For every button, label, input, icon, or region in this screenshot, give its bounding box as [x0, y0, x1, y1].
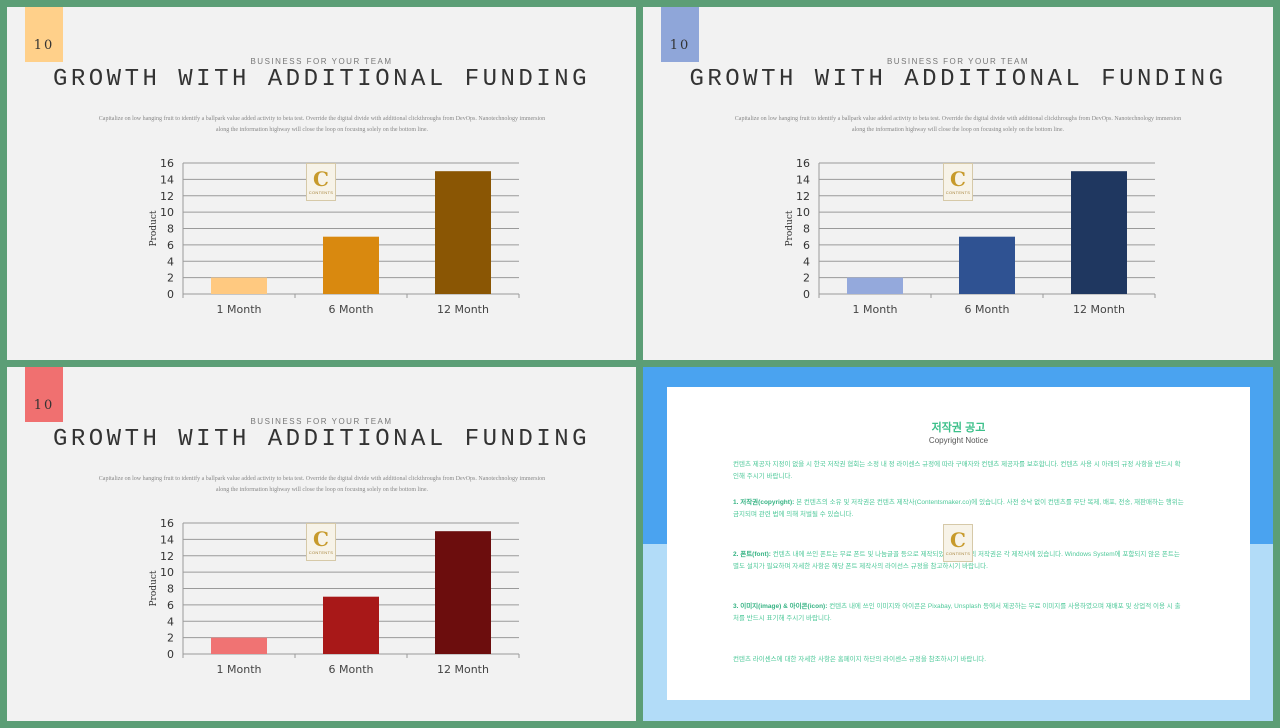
y-tick-label: 14 — [796, 173, 810, 186]
y-tick-label: 2 — [167, 272, 174, 285]
y-tick-label: 8 — [803, 223, 810, 236]
slide-description: Capitalize on low hanging fruit to ident… — [98, 476, 546, 493]
logo-letter: C — [950, 528, 966, 552]
y-tick-label: 16 — [796, 157, 810, 170]
x-tick-label: 12 Month — [1073, 303, 1125, 316]
bar-12-month — [435, 531, 491, 654]
slide-title: GROWTH WITH ADDITIONAL FUNDING — [689, 66, 1227, 93]
y-tick-label: 4 — [167, 615, 174, 628]
bar-chart: 0 2 4 6 8 10 12 14 16 1 Month 6 Month 12 Month Produ… — [149, 157, 520, 316]
bar-chart: 0 2 4 6 8 10 12 14 16 1 Month 6 Month 12 Month Produ… — [785, 157, 1156, 316]
y-tick-label: 12 — [160, 190, 174, 203]
bar-1-month — [211, 637, 267, 654]
y-axis-label: Product — [149, 570, 159, 606]
page-number: 10 — [33, 38, 55, 53]
slide-subtitle: BUSINESS FOR YOUR TEAM — [886, 57, 1030, 66]
bar-1-month — [847, 277, 903, 294]
contents-logo: C CONTENTS — [306, 163, 336, 201]
x-tick-label: 6 Month — [329, 663, 374, 676]
logo-text: CONTENTS — [308, 190, 334, 195]
y-tick-label: 2 — [803, 272, 810, 285]
slide-subtitle: BUSINESS FOR YOUR TEAM — [250, 417, 393, 426]
notice-subtitle: Copyright Notice — [928, 436, 989, 445]
y-tick-label: 6 — [167, 599, 174, 612]
page-number-badge: 10 — [661, 7, 699, 62]
bar-6-month — [959, 236, 1015, 294]
y-tick-label: 6 — [167, 239, 174, 252]
y-tick-label: 0 — [167, 648, 174, 661]
notice-section-copyright: 1. 저작권(copyright): 본 컨텐츠의 소유 및 저작권은 컨텐츠 … — [733, 497, 1185, 521]
contents-logo: C CONTENTS — [943, 524, 973, 562]
section-text: 컨텐츠 내에 쓰인 이미지와 아이콘은 Pixabay, Unsplash 등에… — [733, 603, 1181, 622]
logo-text: CONTENTS — [945, 551, 971, 556]
y-tick-label: 16 — [160, 517, 174, 530]
y-axis-label: Product — [149, 210, 159, 246]
bar-6-month — [323, 596, 379, 654]
contents-logo: C CONTENTS — [943, 163, 973, 201]
x-tick-label: 12 Month — [437, 663, 489, 676]
y-tick-label: 8 — [167, 223, 174, 236]
slide-4-copyright[interactable]: 저작권 공고 Copyright Notice 컨텐츠 제공자 지정이 없을 시… — [643, 367, 1273, 721]
bar-chart: 0 2 4 6 8 10 12 14 16 1 Month 6 Month 12 Month Produ… — [149, 517, 520, 676]
section-label: 3. 이미지(image) & 아이콘(icon): — [733, 603, 828, 610]
slide-2[interactable]: 10 BUSINESS FOR YOUR TEAM GROWTH WITH AD… — [643, 7, 1273, 360]
section-label: 1. 저작권(copyright): — [733, 499, 795, 506]
logo-letter: C — [313, 527, 329, 551]
section-text: 컨텐츠 내에 쓰인 폰트는 무료 폰트 및 나눔글꼴 등으로 제작되었으며 폰트… — [733, 551, 1180, 570]
x-tick-label: 12 Month — [437, 303, 489, 316]
slide-subtitle: BUSINESS FOR YOUR TEAM — [250, 57, 393, 66]
bar-12-month — [435, 171, 491, 294]
slide-3[interactable]: 10 BUSINESS FOR YOUR TEAM GROWTH WITH AD… — [7, 367, 636, 721]
x-tick-label: 1 Month — [217, 663, 262, 676]
notice-title: 저작권 공고 — [931, 422, 986, 434]
section-text: 본 컨텐츠의 소유 및 저작권은 컨텐츠 제작사(Contentsmaker.c… — [733, 499, 1184, 518]
section-label: 2. 폰트(font): — [733, 551, 771, 558]
y-tick-label: 10 — [796, 206, 810, 219]
y-tick-label: 10 — [160, 206, 174, 219]
x-tick-label: 1 Month — [217, 303, 262, 316]
page-number-badge: 10 — [25, 7, 63, 62]
y-tick-label: 16 — [160, 157, 174, 170]
slide-title: GROWTH WITH ADDITIONAL FUNDING — [52, 66, 591, 93]
slide-1[interactable]: 10 BUSINESS FOR YOUR TEAM GROWTH WITH AD… — [7, 7, 636, 360]
y-tick-label: 0 — [167, 288, 174, 301]
y-tick-label: 4 — [167, 255, 174, 268]
logo-letter: C — [950, 167, 966, 191]
logo-letter: C — [313, 167, 329, 191]
x-tick-label: 1 Month — [853, 303, 898, 316]
page-number: 10 — [33, 398, 55, 413]
x-tick-label: 6 Month — [329, 303, 374, 316]
y-tick-label: 4 — [803, 255, 810, 268]
notice-intro: 컨텐츠 제공자 지정이 없을 시 한국 저작권 협회는 소정 내 정 라이센스 … — [733, 461, 1181, 480]
y-axis-label: Product — [785, 210, 795, 246]
bar-1-month — [211, 277, 267, 294]
notice-section-image: 3. 이미지(image) & 아이콘(icon): 컨텐츠 내에 쓰인 이미지… — [733, 601, 1185, 625]
y-tick-label: 6 — [803, 239, 810, 252]
page-number: 10 — [669, 38, 691, 53]
y-tick-label: 10 — [160, 566, 174, 579]
contents-logo: C CONTENTS — [306, 523, 336, 561]
slide-description: Capitalize on low hanging fruit to ident… — [98, 116, 546, 133]
slide-description: Capitalize on low hanging fruit to ident… — [734, 116, 1182, 133]
y-tick-label: 12 — [796, 190, 810, 203]
notice-section-font: 2. 폰트(font): 컨텐츠 내에 쓰인 폰트는 무료 폰트 및 나눔글꼴 … — [733, 549, 1185, 573]
logo-text: CONTENTS — [308, 550, 334, 555]
logo-text: CONTENTS — [945, 190, 971, 195]
y-tick-label: 14 — [160, 533, 174, 546]
y-tick-label: 14 — [160, 173, 174, 186]
y-tick-label: 2 — [167, 632, 174, 645]
y-tick-label: 0 — [803, 288, 810, 301]
bar-12-month — [1071, 171, 1127, 294]
bar-6-month — [323, 236, 379, 294]
slide-title: GROWTH WITH ADDITIONAL FUNDING — [52, 426, 591, 453]
y-tick-label: 12 — [160, 550, 174, 563]
notice-outro: 컨텐츠 라이센스에 대한 자세한 사항은 홈페이지 하단의 라이센스 규정을 참… — [733, 656, 987, 663]
x-tick-label: 6 Month — [965, 303, 1010, 316]
y-tick-label: 8 — [167, 583, 174, 596]
page-number-badge: 10 — [25, 367, 63, 422]
